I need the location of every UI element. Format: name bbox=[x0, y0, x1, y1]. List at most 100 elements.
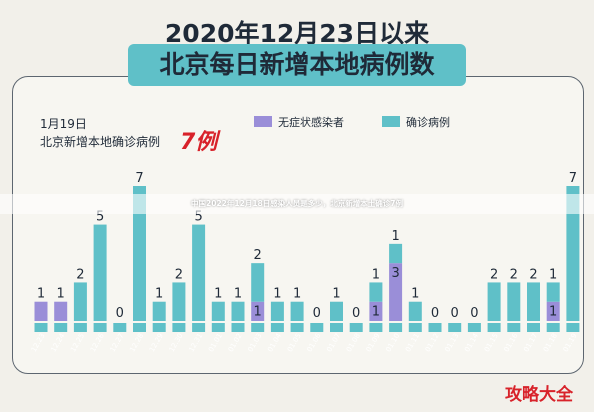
x-tick-label: 01.15 bbox=[483, 332, 500, 353]
x-tick-label: 01.17 bbox=[522, 332, 539, 353]
data-label: 0 bbox=[451, 306, 459, 321]
category-pill bbox=[34, 323, 48, 332]
data-label: 1 bbox=[234, 287, 242, 302]
bar-confirmed bbox=[527, 282, 540, 321]
category-pill bbox=[251, 323, 265, 332]
x-tick-label: 01.14 bbox=[463, 332, 480, 354]
bar-confirmed bbox=[251, 263, 265, 302]
category-pill bbox=[192, 323, 206, 332]
bar-confirmed bbox=[133, 186, 146, 321]
category-pill bbox=[172, 323, 186, 332]
bar-confirmed bbox=[389, 243, 403, 264]
bar-confirmed bbox=[330, 301, 343, 321]
category-pill bbox=[349, 323, 363, 332]
x-tick-label: 01.01 bbox=[207, 332, 224, 353]
category-pill bbox=[113, 323, 127, 332]
category-pill bbox=[270, 323, 284, 332]
legend-swatch-asymptomatic bbox=[254, 116, 272, 127]
category-pill bbox=[231, 323, 245, 332]
data-label: 7 bbox=[135, 171, 143, 186]
category-pill bbox=[93, 323, 107, 332]
category-pill bbox=[408, 323, 422, 332]
bar-asymptomatic bbox=[251, 301, 265, 321]
data-label: 1 bbox=[214, 287, 222, 302]
bar-asymptomatic bbox=[389, 263, 403, 321]
category-pill bbox=[546, 323, 560, 332]
legend-label-asymptomatic: 无症状感染者 bbox=[278, 115, 344, 129]
data-label-asymptomatic: 1 bbox=[372, 305, 380, 320]
x-tick-label: 01.11 bbox=[404, 332, 421, 353]
bar-confirmed bbox=[231, 301, 245, 321]
data-label: 1 bbox=[155, 287, 163, 302]
x-tick-label: 01.16 bbox=[503, 332, 520, 354]
bar-confirmed bbox=[172, 282, 186, 321]
legend-label-confirmed: 确诊病例 bbox=[406, 115, 450, 129]
x-tick-label: 12.23 bbox=[30, 332, 47, 353]
data-label: 5 bbox=[96, 210, 104, 225]
data-label: 1 bbox=[332, 287, 340, 302]
data-label: 2 bbox=[76, 267, 84, 282]
bar-confirmed bbox=[546, 282, 560, 302]
data-label: 1 bbox=[37, 287, 45, 302]
data-label: 0 bbox=[313, 306, 321, 321]
bar-confirmed bbox=[73, 282, 87, 321]
annotation-date: 1月19日 bbox=[40, 117, 87, 131]
data-label: 2 bbox=[510, 267, 518, 282]
bar-confirmed bbox=[211, 301, 225, 321]
x-tick-label: 01.19 bbox=[562, 332, 579, 353]
x-tick-label: 12.31 bbox=[187, 332, 204, 353]
chart-title-line1: 2020年12月23日以来 bbox=[164, 19, 430, 48]
x-tick-label: 01.06 bbox=[306, 332, 323, 354]
chart-title-line2: 北京每日新增本地病例数 bbox=[159, 50, 435, 79]
annotation-text: 北京新增本地确诊病例 bbox=[40, 134, 160, 149]
bar-confirmed bbox=[192, 224, 206, 321]
x-tick-label: 01.03 bbox=[246, 332, 263, 353]
data-label: 2 bbox=[175, 267, 183, 282]
bar-asymptomatic bbox=[34, 301, 48, 321]
x-tick-label: 01.12 bbox=[424, 332, 441, 353]
bar-confirmed bbox=[93, 224, 107, 321]
data-label: 0 bbox=[116, 306, 124, 321]
x-tick-label: 01.04 bbox=[266, 332, 283, 354]
category-pill bbox=[467, 323, 481, 332]
category-pill bbox=[566, 323, 580, 332]
x-tick-label: 12.29 bbox=[148, 332, 165, 353]
category-pill bbox=[389, 323, 403, 332]
x-tick-label: 01.02 bbox=[227, 332, 244, 353]
category-pill bbox=[507, 323, 521, 332]
bar-confirmed bbox=[270, 301, 284, 321]
legend-swatch-confirmed bbox=[382, 116, 400, 127]
data-label: 0 bbox=[352, 306, 360, 321]
data-label-confirmed: 2 bbox=[254, 248, 262, 263]
data-label: 7 bbox=[569, 171, 577, 186]
data-label-asymptomatic: 1 bbox=[254, 305, 262, 320]
data-label: 1 bbox=[273, 287, 281, 302]
x-tick-label: 12.26 bbox=[89, 332, 106, 354]
data-label: 0 bbox=[470, 306, 478, 321]
bar-confirmed bbox=[408, 301, 422, 321]
x-tick-label: 12.24 bbox=[49, 332, 66, 354]
x-tick-label: 01.08 bbox=[345, 332, 362, 353]
category-pill bbox=[527, 323, 540, 332]
data-label-asymptomatic: 1 bbox=[549, 305, 557, 320]
category-pill bbox=[310, 323, 324, 332]
x-tick-label: 12.28 bbox=[128, 332, 145, 353]
category-pill bbox=[369, 323, 383, 332]
data-label-asymptomatic: 3 bbox=[391, 266, 399, 281]
data-label-confirmed: 1 bbox=[549, 267, 557, 282]
bar-confirmed bbox=[152, 301, 166, 321]
x-tick-label: 01.18 bbox=[542, 332, 559, 353]
bar-confirmed bbox=[507, 282, 521, 321]
x-tick-label: 12.25 bbox=[69, 332, 86, 353]
category-pill bbox=[133, 323, 146, 332]
x-tick-label: 12.27 bbox=[109, 332, 126, 353]
x-tick-label: 01.09 bbox=[365, 332, 382, 353]
bar-asymptomatic bbox=[54, 301, 68, 321]
category-pill bbox=[487, 323, 501, 332]
bar-asymptomatic bbox=[369, 301, 383, 321]
bar-confirmed bbox=[369, 282, 383, 302]
data-label: 0 bbox=[431, 306, 439, 321]
data-label: 2 bbox=[490, 267, 498, 282]
x-tick-label: 01.05 bbox=[286, 332, 303, 353]
